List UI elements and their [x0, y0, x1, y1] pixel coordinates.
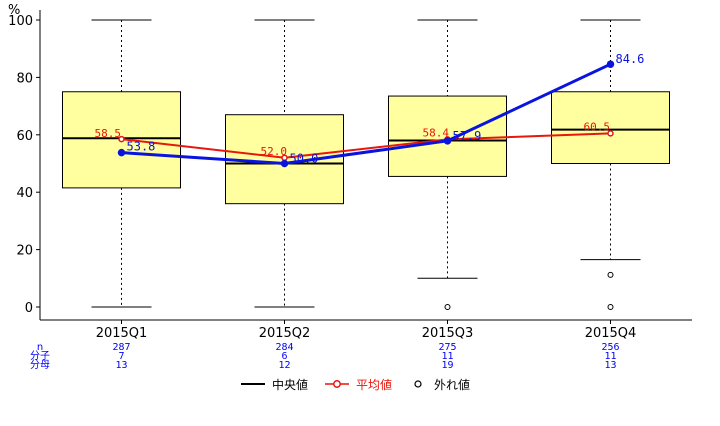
y-tick-label: 0 [25, 301, 33, 316]
series-line-mean [121, 132, 611, 159]
point-mean [118, 135, 125, 143]
table-cell: 6 [281, 351, 287, 362]
table-cell: 256 [601, 342, 619, 353]
legend-median: 中央値 [240, 376, 308, 393]
point-blue [117, 148, 126, 157]
data-label: 58.5 [95, 127, 122, 140]
count-table: n 287 284 275 256 分子 7 6 11 11 分母 13 12 19 13 [30, 342, 620, 371]
table-cell: 12 [278, 360, 290, 371]
table-cell: 13 [115, 360, 127, 371]
table-cell: 11 [604, 351, 616, 362]
table-row-label: 分子 [30, 350, 50, 362]
table-row-label: 分母 [30, 359, 50, 371]
y-tick-label: 20 [16, 244, 33, 259]
legend-outlier-label: 外れ値 [434, 377, 471, 392]
data-label: 52.0 [261, 145, 288, 158]
outlier-point [607, 271, 614, 278]
table-cell: 11 [441, 351, 453, 362]
table-cell: 275 [438, 342, 456, 353]
data-label: 60.5 [584, 120, 611, 133]
table-cell: 284 [275, 342, 293, 353]
data-label: 53.8 [127, 140, 156, 154]
data-label: 57.9 [453, 129, 482, 143]
x-tick-label: 2015Q4 [585, 326, 637, 341]
point-blue [280, 159, 289, 168]
data-label: 84.6 [616, 52, 645, 66]
legend: 中央値 平均値 外れ値 [240, 374, 480, 394]
mean-lines: 58.5 52.0 58.4 60.5 53.8 50.0 57.9 84.6 [95, 52, 645, 168]
y-tick-label: 80 [16, 71, 33, 86]
legend-median-label: 中央値 [272, 377, 309, 392]
median-line-icon [241, 383, 265, 385]
box [551, 91, 670, 164]
table-cell: 19 [441, 360, 453, 371]
table-cell: 287 [112, 342, 130, 353]
point-mean [607, 130, 614, 137]
x-tick-label: 2015Q1 [96, 326, 148, 341]
table-cell: 7 [118, 351, 124, 362]
legend-mean: 平均値 [324, 376, 392, 393]
table-cell: 13 [604, 360, 616, 371]
legend-mean-label: 平均値 [356, 377, 393, 392]
axes: % 0 20 40 60 80 100 2015Q1 2015Q2 2015Q3 2015Q4 [8, 3, 692, 341]
y-tick-label: 60 [16, 129, 33, 144]
mean-line-icon [325, 380, 350, 388]
point-blue [606, 60, 615, 68]
point-blue [443, 137, 452, 145]
legend-outlier: 外れ値 [408, 376, 470, 393]
table-row-label: n [37, 342, 43, 353]
x-tick-label: 2015Q2 [259, 326, 311, 341]
outlier-marker-icon [414, 380, 422, 388]
y-tick-label: 100 [8, 14, 33, 29]
x-tick-label: 2015Q3 [422, 326, 474, 341]
data-label: 50.0 [290, 152, 319, 166]
outlier-point [444, 304, 451, 310]
y-axis-label: % [8, 3, 20, 18]
data-label: 58.4 [423, 126, 450, 139]
y-tick-label: 40 [16, 186, 33, 201]
outlier-point [607, 304, 614, 310]
series-line-blue [121, 62, 612, 166]
box-plots [62, 19, 670, 310]
